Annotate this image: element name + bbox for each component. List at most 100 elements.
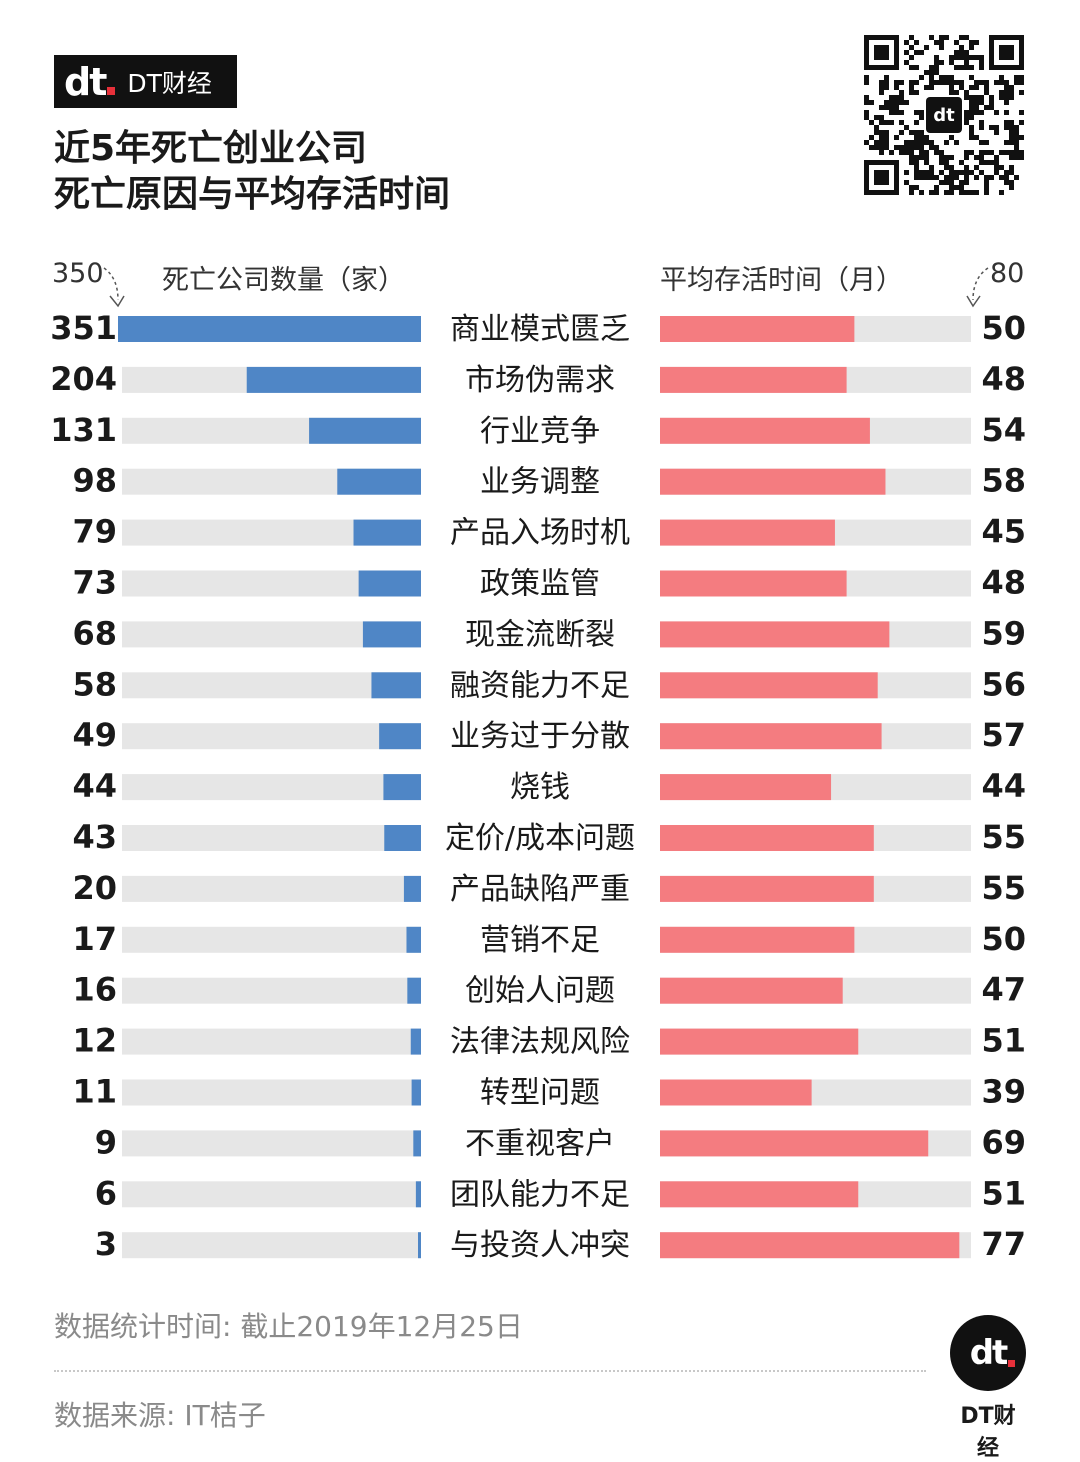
qr-finder-module xyxy=(874,35,879,40)
qr-module xyxy=(974,190,979,195)
qr-module xyxy=(934,70,939,75)
qr-finder-module xyxy=(1009,55,1014,60)
qr-finder-module xyxy=(884,55,889,60)
qr-module xyxy=(894,145,899,150)
qr-module xyxy=(909,155,914,160)
qr-module xyxy=(969,115,974,120)
qr-module xyxy=(909,140,914,145)
qr-module xyxy=(929,140,934,145)
qr-finder-module xyxy=(1004,55,1009,60)
qr-finder-module xyxy=(869,190,874,195)
qr-module xyxy=(939,35,944,40)
qr-module xyxy=(959,65,964,70)
left-bar-track xyxy=(122,875,421,902)
qr-finder-module xyxy=(999,35,1004,40)
qr-module xyxy=(884,105,889,110)
right-axis-arrow-icon xyxy=(966,295,981,308)
left-bar xyxy=(415,1181,421,1208)
qr-module xyxy=(879,140,884,145)
qr-module xyxy=(949,80,954,85)
qr-module xyxy=(864,80,869,85)
category-label: 不重视客户 xyxy=(465,1126,615,1161)
qr-module xyxy=(954,175,959,180)
qr-module xyxy=(1009,130,1014,135)
left-bar-track xyxy=(122,774,421,801)
qr-module xyxy=(909,80,914,85)
qr-module xyxy=(1014,175,1019,180)
qr-module xyxy=(919,140,924,145)
qr-module xyxy=(1014,155,1019,160)
qr-module xyxy=(919,135,924,140)
qr-module xyxy=(969,55,974,60)
qr-module xyxy=(964,90,969,95)
qr-finder-module xyxy=(869,35,874,40)
qr-finder-module xyxy=(1004,35,1009,40)
right-bar xyxy=(660,825,874,851)
qr-module xyxy=(889,110,894,115)
qr-finder-module xyxy=(1004,45,1009,50)
qr-module xyxy=(914,170,919,175)
qr-finder-module xyxy=(884,65,889,70)
qr-module xyxy=(899,120,904,125)
right-bar xyxy=(660,1181,859,1208)
qr-module xyxy=(899,110,904,115)
qr-module xyxy=(979,160,984,165)
qr-module xyxy=(954,65,959,70)
qr-module xyxy=(894,80,899,85)
right-value-label: 48 xyxy=(981,564,1026,602)
qr-module xyxy=(984,180,989,185)
qr-module xyxy=(889,105,894,110)
qr-module xyxy=(899,130,904,135)
qr-module xyxy=(979,110,984,115)
qr-module xyxy=(964,190,969,195)
qr-finder-module xyxy=(1009,50,1014,55)
qr-module xyxy=(889,120,894,125)
qr-module xyxy=(1004,170,1009,175)
qr-finder-module xyxy=(989,40,994,45)
qr-module xyxy=(919,145,924,150)
category-label: 业务过于分散 xyxy=(450,719,630,754)
qr-module xyxy=(924,175,929,180)
qr-module xyxy=(939,150,944,155)
qr-finder-module xyxy=(1019,50,1024,55)
qr-finder-module xyxy=(989,55,994,60)
qr-finder-module xyxy=(889,190,894,195)
qr-finder-module xyxy=(1019,45,1024,50)
qr-module xyxy=(914,165,919,170)
category-label: 烧钱 xyxy=(510,770,570,805)
qr-module xyxy=(954,90,959,95)
qr-module xyxy=(979,155,984,160)
qr-module xyxy=(894,110,899,115)
right-value-label: 58 xyxy=(981,462,1026,500)
brand-badge: dt DT财经 xyxy=(54,55,237,108)
qr-module xyxy=(979,80,984,85)
qr-module xyxy=(959,45,964,50)
right-bar xyxy=(660,1079,812,1106)
qr-module xyxy=(974,100,979,105)
qr-module xyxy=(969,45,974,50)
qr-module xyxy=(944,180,949,185)
title-line-1: 近5年死亡创业公司 xyxy=(54,128,368,169)
qr-module xyxy=(969,75,974,80)
right-bar xyxy=(660,723,882,750)
left-bar xyxy=(406,926,421,953)
qr-module xyxy=(934,60,939,65)
right-bar xyxy=(660,672,878,699)
qr-module xyxy=(964,155,969,160)
qr-module xyxy=(994,130,999,135)
qr-finder-module xyxy=(1019,40,1024,45)
qr-module xyxy=(979,120,984,125)
qr-finder-module xyxy=(889,35,894,40)
qr-finder-module xyxy=(889,160,894,165)
qr-module xyxy=(919,130,924,135)
qr-module xyxy=(924,160,929,165)
qr-module xyxy=(889,150,894,155)
left-bar-track xyxy=(122,1181,421,1208)
qr-module xyxy=(909,55,914,60)
qr-module xyxy=(989,105,994,110)
qr-module xyxy=(969,170,974,175)
qr-module xyxy=(879,150,884,155)
qr-finder-module xyxy=(879,180,884,185)
qr-module xyxy=(869,120,874,125)
qr-module xyxy=(974,165,979,170)
